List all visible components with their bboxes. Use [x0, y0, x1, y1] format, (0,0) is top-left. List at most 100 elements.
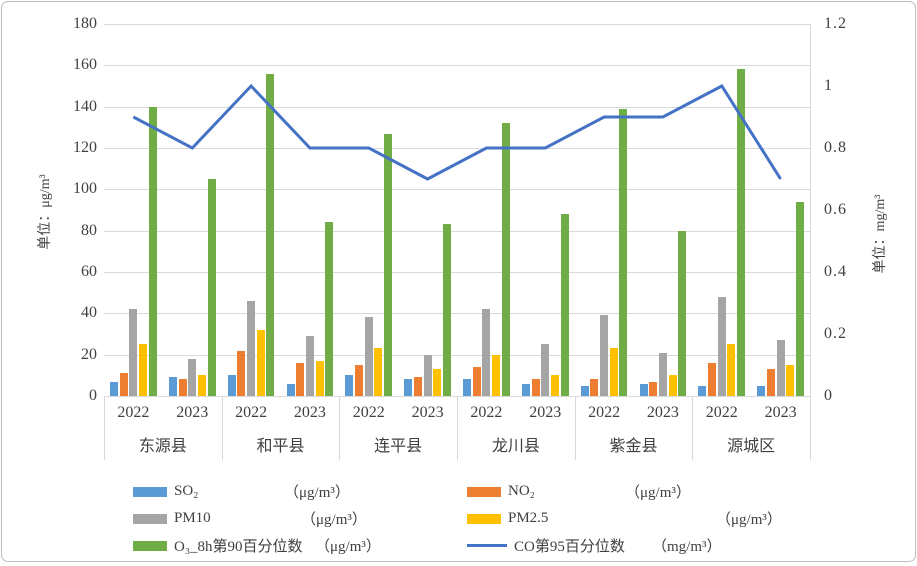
so2-bar: [227, 375, 236, 396]
left-tick-label: 60: [81, 263, 97, 280]
pm25-bar: [609, 348, 618, 396]
pm10-bar: [658, 352, 667, 396]
year-label: 2022: [117, 404, 150, 421]
right-tick-label: 1: [824, 77, 833, 94]
county-label: 东源县: [138, 438, 187, 455]
category-separator: [692, 396, 694, 460]
county-label: 源城区: [727, 438, 776, 455]
no2-bar: [296, 362, 305, 396]
o3-8h-p90-bar: [560, 214, 569, 396]
co-line-swatch-icon: [467, 544, 507, 547]
gridline: [104, 65, 810, 67]
gridline: [104, 189, 810, 191]
legend-label: NO₂: [508, 483, 535, 499]
o3-8h-p90-bar: [737, 69, 746, 396]
gridline: [104, 272, 810, 273]
no2-bar: [766, 369, 775, 396]
no2-swatch-icon: [467, 486, 501, 497]
plot-area: [104, 24, 810, 397]
pm25-bar: [139, 344, 148, 396]
pm10-bar: [541, 344, 550, 396]
left-tick-label: 80: [81, 221, 97, 239]
left-tick-label: 120: [73, 139, 97, 156]
year-label: 2022: [588, 404, 621, 421]
no2-bar: [531, 379, 540, 396]
left-tick-label: 180: [73, 15, 97, 32]
legend-item-co: CO第95百分位数 （mg/m³）: [467, 532, 782, 559]
year-label: 2023: [411, 404, 444, 421]
gridline: [104, 148, 810, 149]
so2-bar: [757, 385, 766, 396]
pm10-bar: [717, 296, 726, 396]
legend-label: SO₂: [174, 483, 199, 499]
year-label: 2023: [646, 404, 679, 421]
legend-unit: （μg/m³）: [301, 512, 367, 528]
o3-8h-p90-bar: [442, 224, 451, 396]
pm25-bar: [786, 365, 795, 396]
so2-bar: [463, 379, 472, 396]
co-line: [132, 83, 782, 181]
pm25-bar: [492, 354, 501, 396]
right-tick-label: 0.4: [824, 263, 847, 280]
left-tick-label: 20: [81, 345, 97, 363]
legend-unit: （μg/m³）: [315, 539, 381, 555]
year-label: 2023: [293, 404, 326, 421]
no2-bar: [472, 367, 481, 396]
year-label: 2022: [470, 404, 503, 421]
year-label: 2023: [529, 404, 562, 421]
year-label: 2022: [705, 404, 738, 421]
legend-unit: （μg/m³）: [625, 485, 691, 501]
o3-8h-p90-bar: [678, 230, 687, 396]
no2-bar: [355, 365, 364, 396]
category-separator: [457, 396, 458, 460]
year-label: 2022: [235, 404, 268, 421]
pm25-bar: [374, 348, 383, 396]
year-label: 2023: [176, 404, 209, 421]
pm10-bar: [188, 358, 197, 396]
no2-bar: [649, 381, 658, 396]
pm10-bar: [423, 354, 432, 396]
gridline: [104, 354, 810, 356]
legend-item-o3: O₃_8h第90百分位数 （μg/m³）: [133, 532, 467, 559]
so2-bar: [286, 383, 295, 396]
o3-8h-p90-bar: [207, 179, 216, 396]
legend-unit: （μg/m³）: [284, 485, 350, 501]
gridline: [104, 230, 810, 232]
left-tick-label: 40: [81, 304, 97, 322]
legend-item-pm10: PM10 （μg/m³）: [133, 505, 467, 532]
so2-swatch-icon: [133, 486, 167, 497]
o3-swatch-icon: [133, 540, 167, 551]
legend-unit: （μg/m³）: [716, 512, 782, 528]
o3-8h-p90-bar: [619, 108, 628, 396]
no2-bar: [413, 377, 422, 396]
gridline: [104, 106, 810, 108]
pm10-swatch-icon: [133, 513, 167, 524]
o3-8h-p90-bar: [795, 201, 804, 396]
legend-item-no2: NO₂ （μg/m³）: [467, 478, 782, 505]
left-tick-label: 0: [89, 387, 97, 404]
pm25-swatch-icon: [467, 513, 501, 524]
year-label: 2022: [352, 404, 385, 421]
legend-item-so2: SO₂ （μg/m³）: [133, 478, 467, 505]
no2-bar: [708, 362, 717, 396]
category-separator: [810, 396, 811, 460]
pm10-bar: [776, 340, 785, 396]
o3-8h-p90-bar: [384, 133, 393, 396]
so2-bar: [345, 375, 354, 396]
category-separator: [339, 396, 341, 460]
pm10-bar: [600, 315, 609, 396]
legend: SO₂ （μg/m³） NO₂ （μg/m³） PM10 （μg/m³） PM2…: [133, 478, 782, 559]
so2-bar: [639, 383, 648, 396]
legend-label: PM2.5: [508, 510, 549, 526]
pm25-bar: [668, 375, 677, 396]
legend-unit: （mg/m³）: [652, 539, 722, 555]
category-separator: [574, 396, 576, 460]
county-label: 和平县: [256, 438, 305, 455]
category-separator: [104, 396, 105, 460]
pm10-bar: [364, 317, 373, 396]
o3-8h-p90-bar: [325, 222, 334, 396]
year-label: 2023: [764, 404, 797, 421]
o3-8h-p90-bar: [501, 123, 510, 396]
legend-item-pm25: PM2.5 （μg/m³）: [467, 505, 782, 532]
